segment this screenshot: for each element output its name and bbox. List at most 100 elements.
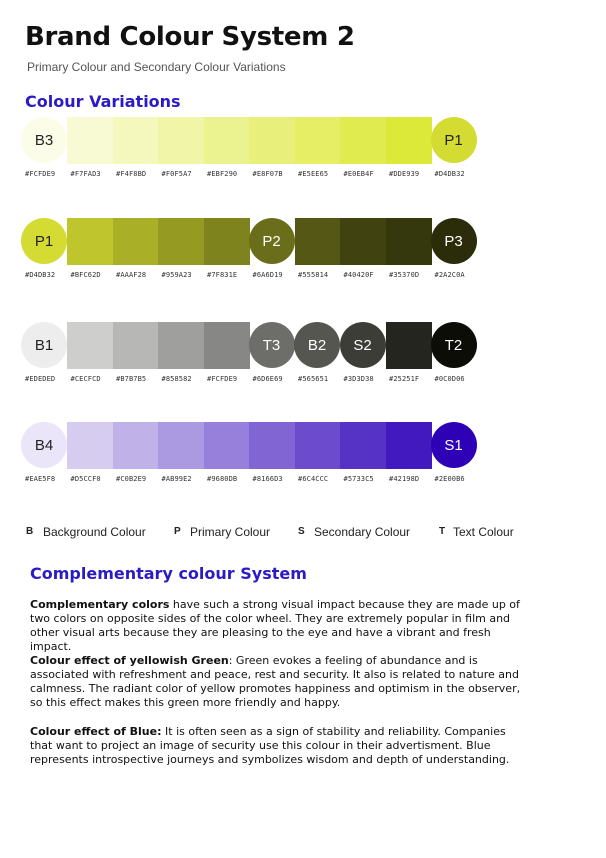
colour-circle-s2: S2: [339, 322, 386, 368]
colour-swatch: [67, 422, 113, 469]
legend-text-primary: Primary Colour: [190, 525, 271, 539]
colour-label: B4: [34, 436, 54, 454]
colour-circle-p1: P1: [21, 218, 67, 264]
hex-code: #565651: [298, 375, 329, 383]
paragraph-yellow-green-bold: Colour effect of yellowish Green: [30, 654, 229, 667]
colour-swatch: [158, 422, 204, 469]
colour-circle-b2: B2: [294, 322, 340, 368]
hex-code: #EDEDED: [25, 375, 56, 383]
colour-swatch: [294, 117, 341, 164]
hex-code: #FCFDE9: [25, 170, 56, 178]
colour-swatch: [294, 218, 341, 265]
hex-code: #40420F: [343, 271, 374, 279]
hex-code: #FCFDE9: [207, 375, 238, 383]
hex-code: #42198D: [389, 475, 420, 483]
complementary-heading: Complementary colour System: [30, 564, 307, 583]
colour-label: S2: [353, 336, 372, 354]
hex-code: #F0F5A7: [161, 170, 192, 178]
hex-code: #D5CCF0: [70, 475, 101, 483]
hex-code: #6C4CCC: [298, 475, 329, 483]
colour-swatch: [158, 117, 204, 164]
hex-code: #C0B2E9: [116, 475, 147, 483]
hex-code: #EAE5F8: [25, 475, 56, 483]
hex-code: #858582: [161, 375, 192, 383]
hex-code: #CECFCD: [70, 375, 101, 383]
hex-code: #9680DB: [207, 475, 238, 483]
colour-swatch: [385, 218, 432, 265]
legend-key-text: T: [439, 526, 446, 537]
hex-code: #2A2C0A: [434, 271, 465, 279]
hex-code: #F4F8BD: [116, 170, 147, 178]
hex-code: #7F831E: [207, 271, 238, 279]
paragraph-complementary: Complementary colors have such a strong …: [30, 598, 530, 654]
legend-text-secondary: Secondary Colour: [314, 525, 411, 539]
colour-label: P1: [34, 232, 54, 250]
colour-circle-b4: B4: [21, 422, 67, 468]
hex-code: #AAAF28: [116, 271, 147, 279]
colour-label: B3: [34, 131, 54, 149]
hex-code: #6D6E69: [252, 375, 283, 383]
colour-circle-s1: S1: [430, 422, 477, 468]
colour-swatch: [203, 218, 250, 265]
colour-legend: B Background Colour P Primary Colour S S…: [0, 525, 606, 541]
colour-swatch: [249, 117, 295, 164]
colour-swatch: [112, 322, 159, 369]
paragraph-yellow-green-text: : Green evokes a feeling of abundance an…: [30, 654, 521, 709]
colour-swatch: [203, 422, 250, 469]
colour-swatch: [158, 322, 204, 369]
hex-code: #B7B7B5: [116, 375, 147, 383]
hex-code: #D4DB32: [25, 271, 56, 279]
colour-label: S1: [444, 436, 463, 454]
colour-swatch: [203, 117, 250, 164]
hex-code: #0C0D06: [434, 375, 465, 383]
colour-row-grey: B1 #EDEDED #CECFCD #B7B7B5 #858582 #FCFDE9 T3 #…: [0, 322, 606, 392]
hex-code: #35370D: [389, 271, 420, 279]
colour-circle-t2: T2: [430, 322, 477, 368]
colour-label: B1: [34, 336, 54, 354]
colour-swatch: [385, 422, 432, 469]
colour-swatch: [294, 422, 341, 469]
colour-swatch: [340, 218, 386, 265]
paragraph-blue: Colour effect of Blue: It is often seen …: [30, 725, 530, 767]
colour-swatch: [249, 422, 295, 469]
colour-swatch: [112, 218, 159, 265]
colour-swatch: [67, 322, 113, 369]
colour-circle-b3: B3: [21, 117, 67, 163]
hex-code: #5733C5: [343, 475, 374, 483]
paragraph-blue-bold: Colour effect of Blue:: [30, 725, 162, 738]
paragraph-yellow-green: Colour effect of yellowish Green: Green …: [30, 654, 530, 710]
colour-swatch: [158, 218, 204, 265]
colour-row-olive: P1 #D4DB32 #BFC62D #AAAF28 #959A23 #7F831E P2 #…: [0, 218, 606, 288]
legend-text-text: Text Colour: [453, 525, 514, 539]
page-title: Brand Colour System 2: [25, 22, 355, 52]
legend-key-background: B: [26, 526, 34, 537]
legend-key-primary: P: [174, 526, 181, 537]
colour-label: B2: [307, 336, 327, 354]
colour-circle-t3: T3: [248, 322, 295, 368]
hex-code: #D4DB32: [434, 170, 465, 178]
paragraph-blue-text: It is often seen as a sign of stability …: [30, 725, 510, 766]
hex-code: #8166D3: [252, 475, 283, 483]
hex-code: #E5EE65: [298, 170, 329, 178]
hex-code: #6A6D19: [252, 271, 283, 279]
colour-swatch: [340, 422, 386, 469]
paragraph-complementary-text: have such a strong visual impact because…: [30, 598, 520, 653]
colour-swatch: [112, 117, 159, 164]
colour-label: P3: [444, 232, 463, 250]
colour-circle-p1: P1: [430, 117, 477, 163]
hex-code: #959A23: [161, 271, 192, 279]
legend-key-secondary: S: [298, 526, 305, 537]
colour-swatch: [385, 117, 432, 164]
colour-row-purple: B4 #EAE5F8 #D5CCF0 #C0B2E9 #AB99E2 #9680DB #81…: [0, 422, 606, 492]
colour-circle-p2: P2: [248, 218, 295, 264]
colour-label: T3: [262, 336, 281, 354]
hex-code: #EBF290: [207, 170, 238, 178]
colour-variations-heading: Colour Variations: [25, 92, 181, 111]
legend-text-background: Background Colour: [43, 525, 146, 539]
hex-code: #DDE939: [389, 170, 420, 178]
colour-circle-b1: B1: [21, 322, 67, 368]
hex-code: #F7FAD3: [70, 170, 101, 178]
colour-label: P1: [444, 131, 463, 149]
hex-code: #AB99E2: [161, 475, 192, 483]
colour-swatch: [203, 322, 250, 369]
